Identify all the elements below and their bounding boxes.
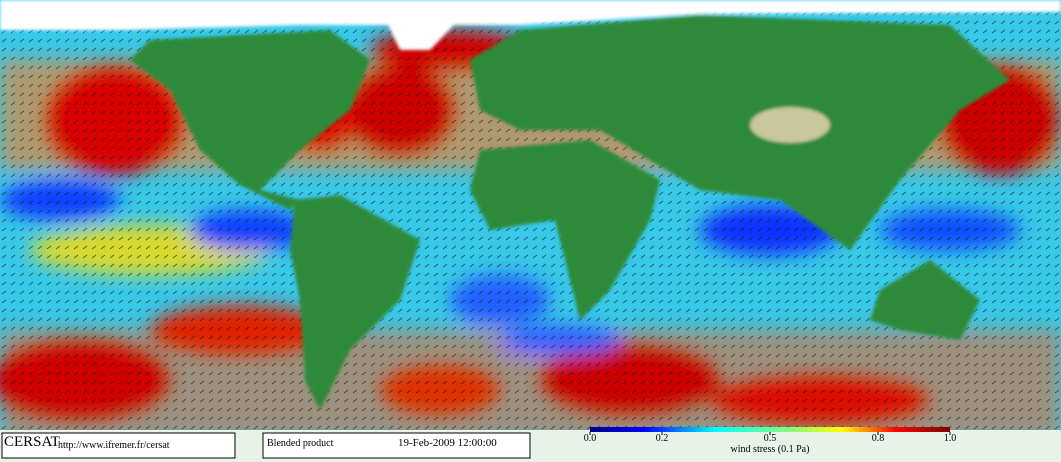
date: 19-Feb-2009 12:00:00 [398, 437, 497, 449]
product: Blended product [267, 438, 334, 449]
colorbar [590, 427, 950, 432]
land [0, 0, 1061, 410]
logo: CERSAT [4, 434, 60, 450]
colorbar-tick-label: 0.0 [584, 433, 597, 444]
colorbar-tick-label: 0.2 [656, 433, 669, 444]
colorbar-tick-label: 0.5 [764, 433, 777, 444]
colorbar-tick-label: 0.8 [872, 433, 885, 444]
colorbar-tick-label: 1.0 [944, 433, 957, 444]
url: http://www.ifremer.fr/cersat [58, 440, 170, 451]
colorbar-title: wind stress (0.1 Pa) [731, 444, 810, 455]
source-box [1, 432, 236, 459]
footer: CERSAT http://www.ifremer.fr/cersat Blen… [0, 427, 1061, 462]
info-box [262, 432, 531, 459]
